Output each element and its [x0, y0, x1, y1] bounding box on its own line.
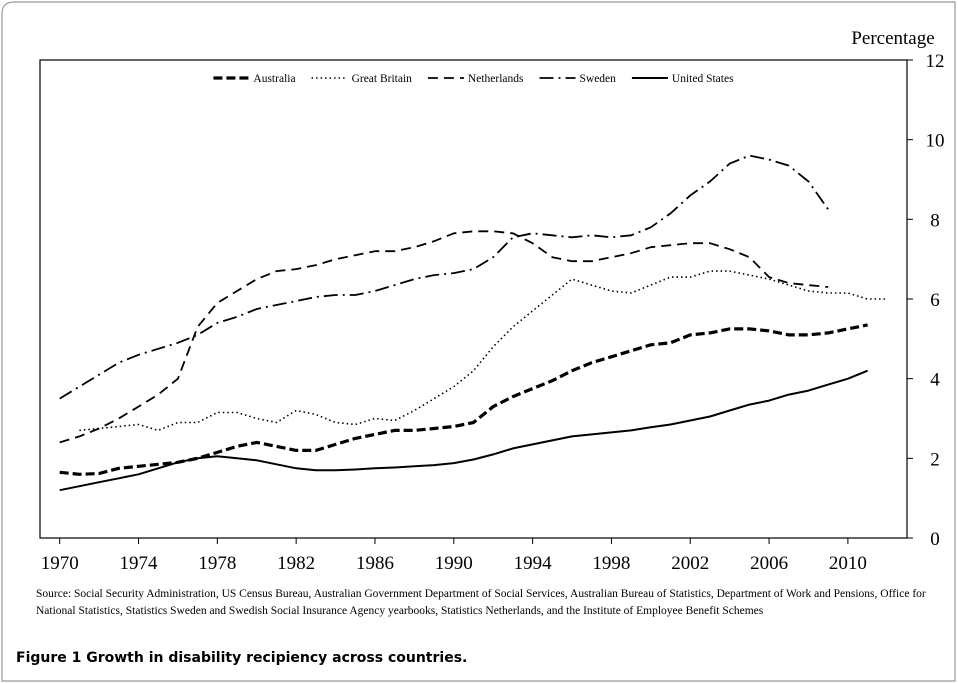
y-tick-label: 6	[930, 290, 940, 311]
series-line	[59, 230, 829, 444]
x-tick-label: 2006	[750, 553, 788, 574]
series-line	[79, 270, 888, 432]
x-tick-label: 2010	[829, 553, 867, 574]
x-tick-label: 1982	[277, 553, 315, 574]
x-tick-label: 1986	[356, 553, 394, 574]
y-axis-label: Percentage	[851, 28, 934, 49]
y-tick-label: 8	[930, 210, 940, 231]
x-tick-label: 1978	[198, 553, 236, 574]
source-note: Source: Social Security Administration, …	[36, 588, 926, 617]
legend-label: Australia	[253, 73, 295, 85]
x-tick-label: 1970	[41, 553, 79, 574]
y-tick-label: 10	[926, 131, 945, 152]
x-tick-label: 1974	[120, 553, 159, 574]
legend-label: Sweden	[580, 73, 617, 85]
series-line	[59, 154, 829, 400]
legend-label: Great Britain	[352, 73, 413, 85]
legend-label: Netherlands	[468, 73, 524, 85]
y-tick-label: 12	[926, 51, 945, 72]
plot-border	[39, 59, 908, 539]
legend-label: United States	[672, 73, 734, 85]
x-tick-label: 1994	[514, 553, 553, 574]
y-tick-label: 2	[930, 449, 940, 470]
y-tick-label: 0	[930, 529, 940, 550]
series-line	[59, 323, 868, 476]
series-line	[59, 369, 868, 492]
figure-caption: Figure 1 Growth in disability recipiency…	[16, 650, 468, 666]
x-tick-label: 2002	[671, 553, 709, 574]
x-tick-label: 1990	[435, 553, 473, 574]
x-tick-label: 1998	[592, 553, 630, 574]
y-tick-label: 4	[930, 370, 940, 391]
